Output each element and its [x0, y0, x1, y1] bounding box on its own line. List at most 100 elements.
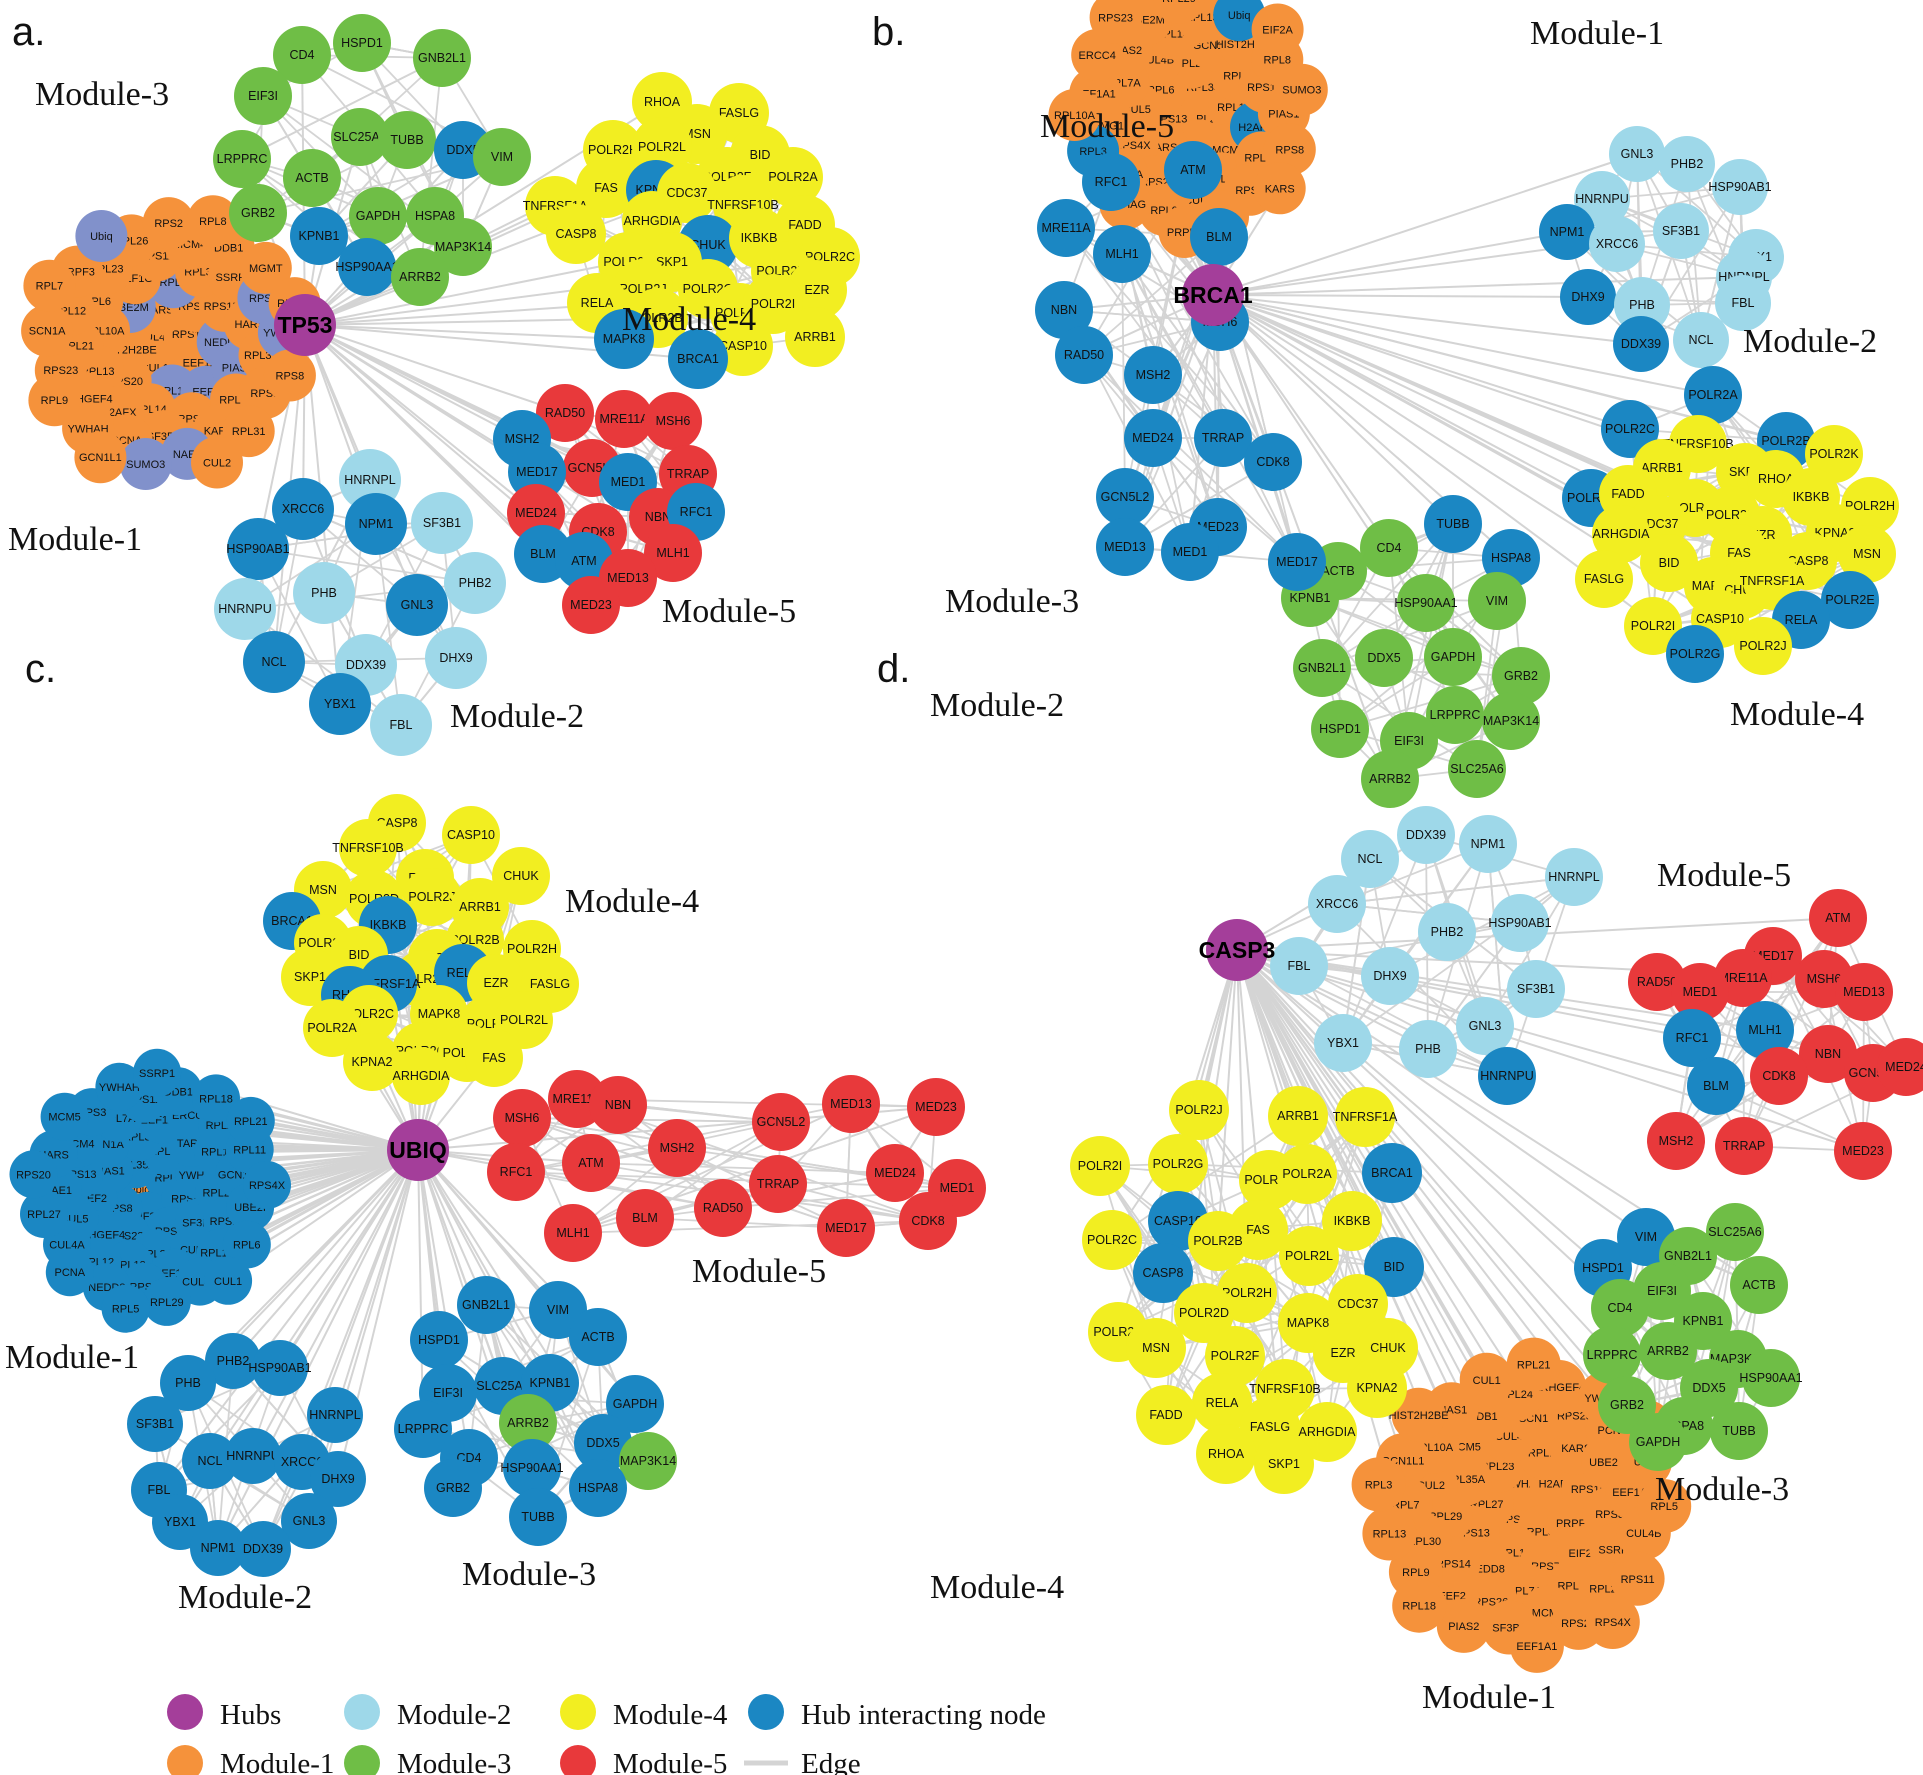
node-actb[interactable]: ACTB	[283, 149, 341, 207]
node-trrap[interactable]: TRRAP	[1715, 1117, 1773, 1175]
node-med23[interactable]: MED23	[562, 576, 620, 634]
node-med24[interactable]: MED24	[1124, 409, 1182, 467]
node-med24[interactable]: MED24	[866, 1144, 924, 1202]
node-polr2a[interactable]: POLR2A	[1277, 1144, 1337, 1204]
node-ddx39[interactable]: DDX39	[235, 1521, 291, 1577]
node-hnrnpl[interactable]: HNRNPL	[339, 449, 401, 511]
node-gnb2l1[interactable]: GNB2L1	[1293, 639, 1351, 697]
node-dhx9[interactable]: DHX9	[1361, 947, 1419, 1005]
node-rpl29[interactable]: RPL29	[142, 1277, 191, 1326]
node-xrcc6[interactable]: XRCC6	[1308, 875, 1366, 933]
node-slc25a6[interactable]: SLC25A6	[1448, 740, 1506, 798]
node-polr2c[interactable]: POLR2C	[1601, 400, 1659, 458]
node-gapdh[interactable]: GAPDH	[606, 1375, 664, 1433]
node-kpna2[interactable]: KPNA2	[343, 1033, 401, 1091]
node-polr2a[interactable]: POLR2A	[763, 147, 823, 207]
node-cdc37[interactable]: CDC37	[1328, 1274, 1388, 1334]
node-npm1[interactable]: NPM1	[1459, 815, 1517, 873]
node-scn1a[interactable]: SCN1A	[21, 304, 74, 357]
node-msh6[interactable]: MSH6	[493, 1089, 551, 1147]
node-nbn[interactable]: NBN	[1035, 281, 1093, 339]
node-fbl[interactable]: FBL	[1715, 275, 1771, 331]
node-dhx9[interactable]: DHX9	[425, 627, 487, 689]
node-eif2a[interactable]: EIF2A	[1251, 3, 1304, 56]
node-rpl18[interactable]: RPL18	[1392, 1578, 1447, 1633]
node-ywhah[interactable]: YWHAH	[95, 1062, 144, 1111]
node-sf3b1[interactable]: SF3B1	[1507, 960, 1565, 1018]
node-rpl6[interactable]: RPL6	[222, 1220, 271, 1269]
node-lrpprc[interactable]: LRPPRC	[394, 1400, 452, 1458]
node-rps4x[interactable]: RPS4X	[1585, 1595, 1640, 1649]
node-brca1[interactable]: BRCA1	[1362, 1143, 1422, 1203]
node-npm1[interactable]: NPM1	[345, 493, 407, 555]
node-polr2g[interactable]: POLR2G	[1148, 1134, 1208, 1194]
node-grb2[interactable]: GRB2	[229, 184, 287, 242]
node-casp8[interactable]: CASP8	[1133, 1243, 1193, 1303]
node-ddx39[interactable]: DDX39	[1397, 806, 1455, 864]
node-map3k14[interactable]: MAP3K14	[434, 218, 492, 276]
node-phb[interactable]: PHB	[293, 562, 355, 624]
node-npm1[interactable]: NPM1	[1539, 204, 1595, 260]
node-arhgdia[interactable]: ARHGDIA	[392, 1047, 450, 1105]
node-polr2k[interactable]: POLR2K	[1805, 425, 1863, 483]
node-tnfrsf10b[interactable]: TNFRSF10B	[332, 819, 404, 877]
hub-node-tp53[interactable]: TP53	[274, 294, 336, 356]
node-hsp90aa1[interactable]: HSP90AA1	[1394, 574, 1458, 632]
node-ybx1[interactable]: YBX1	[1314, 1014, 1372, 1072]
node-rpl18[interactable]: RPL18	[192, 1074, 240, 1123]
node-polr2a[interactable]: POLR2A	[1684, 366, 1742, 424]
node-med13[interactable]: MED13	[1835, 963, 1893, 1021]
node-polr2j[interactable]: POLR2J	[1169, 1080, 1229, 1140]
node-actb[interactable]: ACTB	[1730, 1256, 1788, 1314]
node-hnrnpu[interactable]: HNRNPU	[225, 1428, 281, 1484]
node-hsp90aa1[interactable]: HSP90AA1	[500, 1439, 564, 1497]
node-mlh1[interactable]: MLH1	[1093, 225, 1151, 283]
node-rfc1[interactable]: RFC1	[1082, 153, 1140, 211]
node-polr2i[interactable]: POLR2I	[1070, 1136, 1130, 1196]
node-msh2[interactable]: MSH2	[1124, 346, 1182, 404]
node-map3k14[interactable]: MAP3K14	[1482, 692, 1540, 750]
node-gnl3[interactable]: GNL3	[1609, 126, 1665, 182]
node-mgmt[interactable]: MGMT	[239, 241, 292, 294]
node-polr2g[interactable]: POLR2G	[1666, 625, 1724, 683]
node-cd4[interactable]: CD4	[1591, 1279, 1649, 1337]
node-hsp90ab1[interactable]: HSP90AB1	[226, 518, 290, 580]
node-rpl21[interactable]: RPL21	[1506, 1337, 1561, 1392]
node-trrap[interactable]: TRRAP	[749, 1155, 807, 1213]
node-npm1[interactable]: NPM1	[190, 1520, 246, 1576]
node-msn[interactable]: MSN	[1126, 1318, 1186, 1378]
hub-node-ubiq[interactable]: UBIQ	[387, 1119, 449, 1181]
node-arrb2[interactable]: ARRB2	[499, 1394, 557, 1452]
node-arrb2[interactable]: ARRB2	[391, 248, 449, 306]
node-slc25a6[interactable]: SLC25A6	[1706, 1203, 1764, 1261]
node-casp8[interactable]: CASP8	[546, 204, 606, 264]
node-mre11a[interactable]: MRE11A	[1037, 199, 1095, 257]
node-ncl[interactable]: NCL	[182, 1433, 238, 1489]
node-rps4x[interactable]: RPS4X	[243, 1161, 291, 1209]
node-polr2a[interactable]: POLR2A	[303, 999, 361, 1057]
node-rps20[interactable]: RPS20	[9, 1150, 58, 1199]
node-slc25a6[interactable]: SLC25A6	[331, 108, 389, 166]
node-hnrnpu[interactable]: HNRNPU	[214, 578, 276, 640]
node-ncl[interactable]: NCL	[1673, 312, 1729, 368]
node-msh6[interactable]: MSH6	[644, 392, 702, 450]
node-phb2[interactable]: PHB2	[1659, 136, 1715, 192]
node-med1[interactable]: MED1	[1671, 963, 1729, 1021]
node-phb2[interactable]: PHB2	[1418, 903, 1476, 961]
node-phb[interactable]: PHB	[1399, 1020, 1457, 1078]
node-sf3b1[interactable]: SF3B1	[127, 1396, 183, 1452]
node-med13[interactable]: MED13	[822, 1075, 880, 1133]
node-bid[interactable]: BID	[1640, 534, 1698, 592]
node-atm[interactable]: ATM	[1164, 141, 1222, 199]
node-eif3i[interactable]: EIF3I	[234, 67, 292, 125]
node-sumo3[interactable]: SUMO3	[1275, 63, 1328, 116]
node-med23[interactable]: MED23	[907, 1078, 965, 1136]
node-tubb[interactable]: TUBB	[1710, 1402, 1768, 1460]
node-rps8[interactable]: RPS8	[263, 349, 316, 402]
node-mlh1[interactable]: MLH1	[644, 524, 702, 582]
node-med1[interactable]: MED1	[1161, 523, 1219, 581]
node-faslg[interactable]: FASLG	[1575, 550, 1633, 608]
node-rad50[interactable]: RAD50	[536, 384, 594, 442]
node-tubb[interactable]: TUBB	[509, 1488, 567, 1546]
node-tubb[interactable]: TUBB	[378, 111, 436, 169]
